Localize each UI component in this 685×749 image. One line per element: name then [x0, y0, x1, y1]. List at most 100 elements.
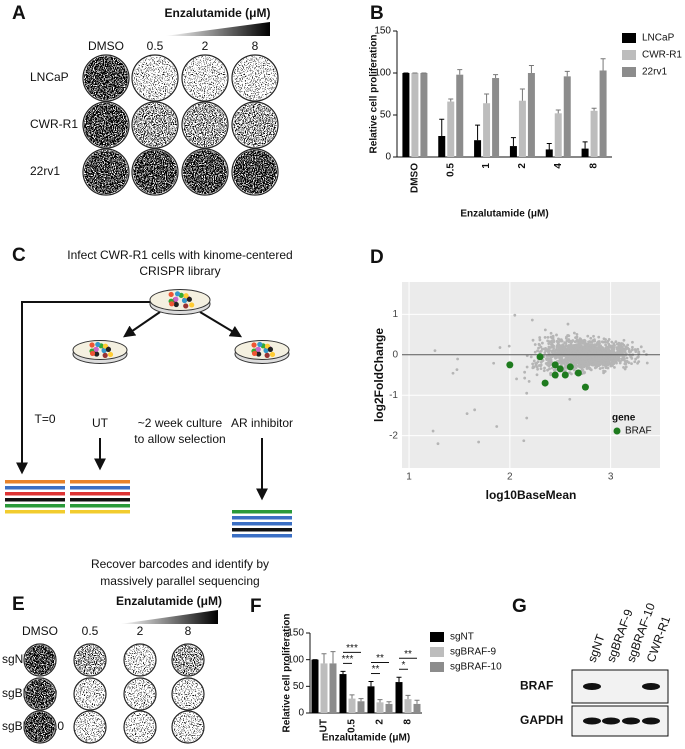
background-point [630, 362, 633, 366]
panel-label: C [12, 245, 26, 266]
legend-swatch [622, 33, 636, 43]
y-axis-title: Relative cell proliferation [369, 35, 380, 154]
background-point [576, 364, 580, 368]
cell [267, 346, 274, 352]
background-point [542, 369, 546, 373]
background-point [547, 342, 551, 346]
background-point [542, 347, 546, 351]
plate-cells [173, 679, 203, 709]
background-point [581, 359, 585, 363]
background-point [574, 345, 578, 349]
background-point [527, 379, 531, 383]
plate-cells [84, 150, 128, 194]
bar [413, 703, 421, 713]
background-point [606, 366, 610, 370]
cell [263, 347, 269, 354]
step-text: to allow selection [134, 432, 225, 446]
legend-label: sgBRAF-9 [450, 647, 497, 658]
background-point [587, 346, 591, 350]
step-text: ~2 week culture [138, 416, 223, 430]
background-point [498, 346, 502, 349]
background-point [525, 416, 529, 420]
plate-cells [183, 56, 227, 100]
error-bar [591, 107, 597, 111]
column-label: 0.5 [82, 624, 99, 638]
background-point [606, 350, 610, 354]
bar [348, 698, 356, 713]
bar [367, 686, 375, 713]
background-point [591, 348, 594, 352]
legend-label: sgNT [450, 632, 474, 643]
background-point [495, 425, 499, 428]
band [622, 717, 640, 725]
column-label: 2 [137, 624, 144, 638]
background-point [530, 318, 534, 322]
background-point [576, 360, 580, 364]
error-bar [349, 694, 355, 699]
panel-label: E [12, 594, 25, 615]
background-point [587, 351, 591, 355]
background-point [564, 336, 568, 340]
cell [94, 351, 100, 357]
background-point [631, 340, 634, 344]
background-point [569, 342, 573, 345]
background-point [602, 369, 605, 373]
band [642, 683, 660, 690]
error-bar [330, 651, 336, 664]
plate-cells [125, 712, 155, 742]
background-point [617, 345, 620, 349]
background-point [595, 364, 599, 367]
dish [234, 340, 290, 360]
background-point [634, 357, 638, 361]
barcode [232, 516, 292, 520]
blot-label: GAPDH [520, 713, 563, 727]
background-point [587, 340, 590, 344]
x-tick-label: 1 [406, 472, 412, 483]
background-point [554, 356, 557, 360]
cell [101, 347, 107, 354]
treatment-label: Enzalutamide (μM) [116, 594, 222, 608]
background-point [600, 347, 604, 351]
background-point [579, 350, 582, 354]
background-point [536, 349, 539, 353]
background-point [534, 364, 538, 367]
bar [590, 110, 598, 157]
plate-cells [183, 150, 227, 194]
significance-label: * [402, 660, 406, 671]
background-point [592, 334, 595, 338]
background-point [536, 367, 540, 371]
background-point [531, 338, 535, 342]
background-point [627, 348, 631, 351]
error-bar [546, 143, 552, 150]
cell [255, 346, 261, 352]
background-point [627, 361, 631, 365]
background-point [547, 351, 551, 355]
bar [438, 136, 446, 157]
error-bar [368, 681, 374, 687]
background-point [605, 340, 609, 344]
bar [599, 70, 607, 157]
background-point [582, 347, 586, 351]
background-point [533, 343, 537, 346]
background-point [627, 349, 631, 353]
bar [447, 101, 455, 157]
background-point [583, 340, 587, 344]
background-point [645, 361, 649, 365]
background-point [576, 343, 580, 347]
background-point [532, 365, 536, 369]
error-bar [528, 64, 534, 73]
background-point [544, 362, 548, 365]
x-tick-label: 0.5 [347, 719, 358, 733]
bar [492, 78, 500, 157]
background-point [621, 348, 625, 352]
barcode [5, 480, 65, 484]
background-point [589, 362, 593, 366]
background-point [621, 342, 624, 346]
background-point [576, 356, 579, 360]
background-point [560, 349, 564, 353]
bar [474, 140, 482, 157]
background-point [549, 371, 553, 375]
background-point [555, 333, 558, 337]
background-point [533, 350, 537, 354]
